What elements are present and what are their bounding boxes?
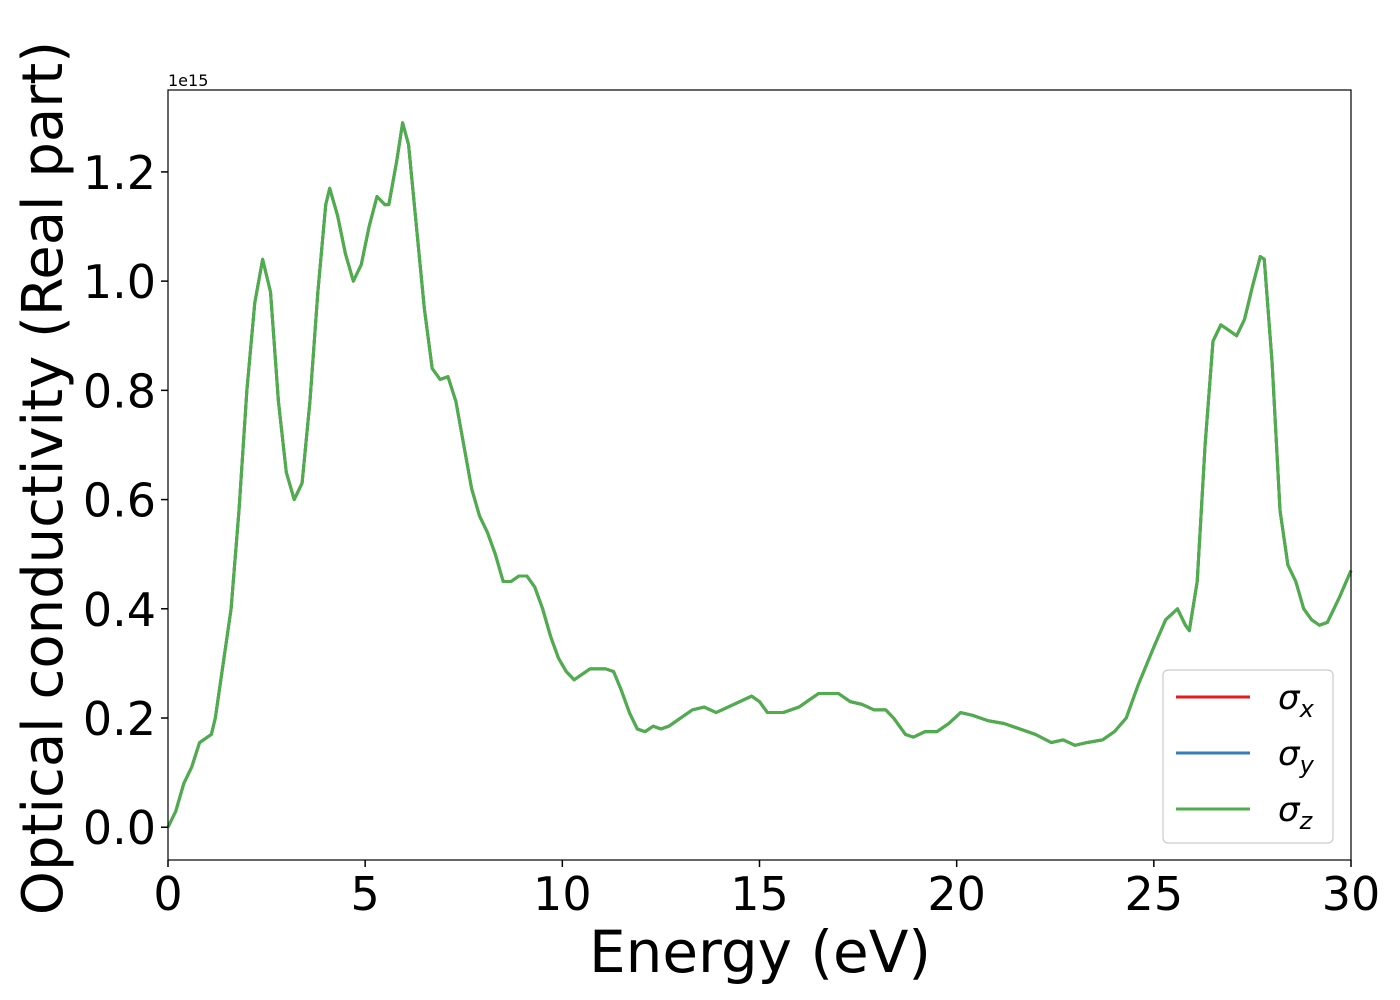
y-tick-label: 1.0 xyxy=(83,255,156,309)
x-tick-label: 20 xyxy=(927,867,986,921)
x-tick-label: 30 xyxy=(1322,867,1381,921)
x-axis-label: Energy (eV) xyxy=(589,918,931,986)
offset-label: 1e15 xyxy=(168,71,208,90)
legend: σx σy σz xyxy=(1162,669,1334,844)
legend-box xyxy=(1162,669,1334,844)
plot-frame xyxy=(167,89,1352,861)
x-tick-label: 5 xyxy=(351,867,380,921)
legend-label: σy xyxy=(1278,734,1315,779)
series-line xyxy=(166,121,1353,828)
x-tick-label: 15 xyxy=(730,867,789,921)
x-tick-label: 0 xyxy=(153,867,182,921)
y-tick-label: 1.2 xyxy=(83,146,156,200)
y-tick-label: 0.6 xyxy=(83,474,156,528)
x-tick-label: 25 xyxy=(1125,867,1184,921)
x-tick-label: 10 xyxy=(533,867,592,921)
y-tick-label: 0.8 xyxy=(83,364,156,418)
legend-label: σz xyxy=(1278,790,1314,835)
legend-label: σx xyxy=(1278,678,1315,723)
y-tick-label: 0.2 xyxy=(83,692,156,746)
y-tick-label: 0.0 xyxy=(83,801,156,855)
y-tick-label: 0.4 xyxy=(83,583,156,637)
y-axis-label: Optical conductivity (Real part) xyxy=(11,41,76,915)
